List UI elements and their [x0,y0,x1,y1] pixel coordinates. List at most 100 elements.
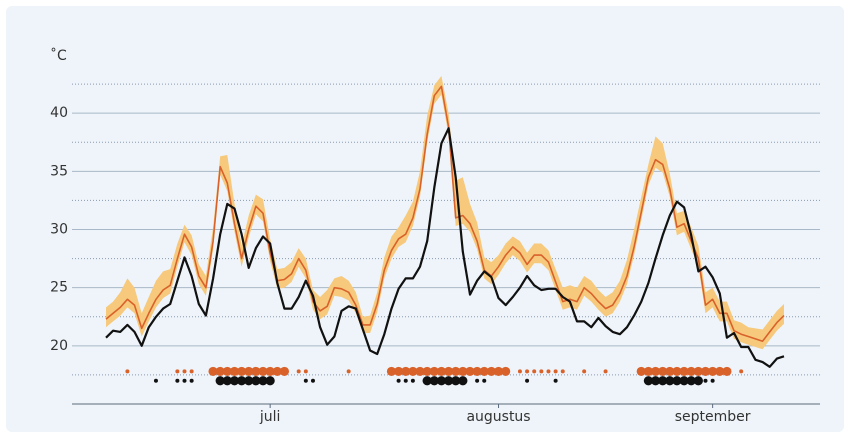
large-dot [401,366,411,377]
large-dot [693,376,703,386]
small-dot [182,378,187,383]
large-dot [436,366,447,377]
small-dot [739,369,744,374]
large-dot [722,366,732,377]
small-dot [710,378,715,383]
large-dot [672,366,682,377]
panel [6,6,844,432]
large-dot [237,366,247,377]
small-dot [703,378,708,383]
large-dot [251,376,261,386]
large-dot [479,366,489,377]
large-dot [672,376,682,386]
large-dot [451,366,461,377]
large-dot [465,366,475,377]
large-dot [422,376,432,386]
x-tick-label: juli [259,409,281,425]
range-band [106,75,784,350]
small-dot [539,369,544,374]
large-dot [693,366,703,377]
large-dot [472,366,482,377]
large-dot [715,366,725,377]
large-dot [643,366,654,377]
large-dot [665,366,675,377]
large-dot [229,376,240,386]
small-dot [189,369,194,374]
large-dot [643,376,654,386]
large-dot [708,366,718,377]
small-dot [475,378,480,383]
large-dot [686,366,696,377]
x-tick-label: september [675,409,751,425]
small-dot [603,369,608,374]
large-dot [686,376,696,386]
large-dot [386,366,397,377]
large-dot [265,366,275,377]
large-dot [451,376,461,386]
large-dot [636,366,646,377]
small-dot [175,378,180,383]
small-dot [482,378,487,383]
x-tick-label: augustus [466,409,530,425]
small-dot [525,378,530,383]
small-dot [396,378,401,383]
large-dot [265,376,275,386]
small-dot [175,369,180,374]
small-dot [553,369,558,374]
small-dot [189,378,194,383]
large-dot [258,366,268,377]
small-dot [346,369,351,374]
small-dot [310,378,315,383]
large-dot [650,366,661,377]
large-dot [415,366,425,377]
y-tick-label: 20 [50,338,68,354]
small-dot [553,378,558,383]
y-tick-label: 40 [50,105,68,121]
small-dot [296,369,301,374]
large-dot [429,366,439,377]
large-dot [665,376,675,386]
small-dot [410,378,415,383]
small-dot [532,369,537,374]
small-dot [525,369,530,374]
large-dot [443,376,454,386]
large-dot [501,366,511,377]
large-dot [215,366,225,377]
small-dot [403,378,408,383]
small-dot [125,369,130,374]
small-dot [303,369,308,374]
y-tick-label: 25 [50,280,68,296]
large-dot [222,366,232,377]
large-dot [422,366,432,377]
large-dot [486,366,496,377]
small-dot [182,369,187,374]
large-dot [215,376,225,386]
large-dot [237,376,247,386]
large-dot [244,366,254,377]
large-dot [208,366,218,377]
y-tick-label: 30 [50,222,68,238]
large-dot [244,376,254,386]
large-dot [436,376,447,386]
small-dot [546,369,551,374]
large-dot [658,366,668,377]
y-unit-label: ˚C [50,47,67,64]
y-tick-label: 35 [50,163,68,179]
large-dot [493,366,504,377]
large-dot [251,366,261,377]
small-dot [153,378,158,383]
large-dot [658,376,668,386]
large-dot [222,376,232,386]
large-dot [258,376,268,386]
small-dot [517,369,522,374]
large-dot [408,366,418,377]
small-dot [582,369,587,374]
large-dot [458,366,468,377]
large-dot [679,376,689,386]
small-dot [560,369,565,374]
large-dot [272,366,282,377]
line [105,85,785,342]
line [105,127,785,368]
large-dot [429,376,439,386]
